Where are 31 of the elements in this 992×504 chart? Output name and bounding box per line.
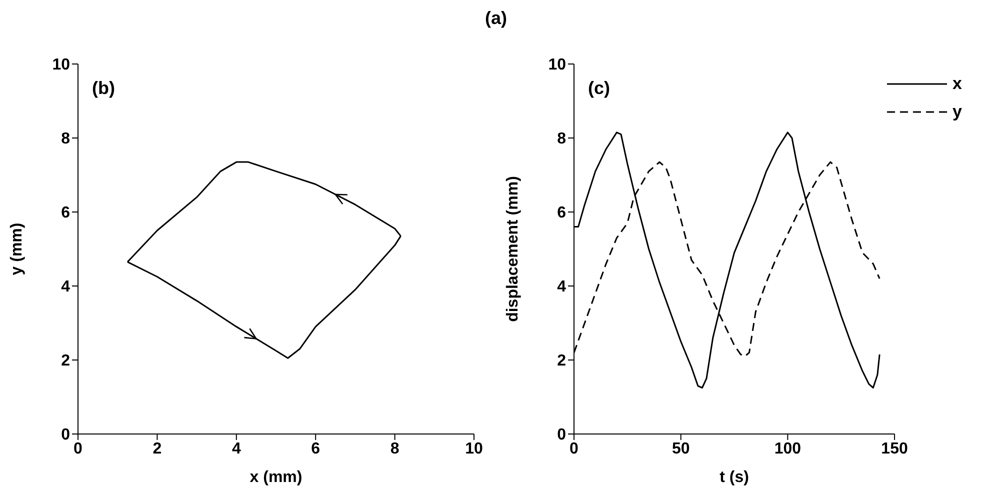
x-axis-title: x (mm)	[250, 469, 302, 486]
x-tick-label: 0	[74, 440, 83, 458]
y-tick-label: 4	[61, 278, 70, 296]
x-tick-label: 150	[881, 440, 908, 458]
x-tick-label: 6	[311, 440, 320, 458]
y-tick-label: 0	[557, 426, 566, 444]
annotation: (b)	[92, 78, 115, 99]
x-tick-label: 10	[465, 440, 483, 458]
y-axis-title: y (mm)	[8, 222, 26, 276]
chart-title: (a)	[484, 8, 508, 29]
y-tick-label: 10	[52, 56, 70, 74]
x-tick-label: 8	[390, 440, 400, 458]
x-tick-label: 100	[774, 440, 802, 458]
y-tick-label: 10	[548, 56, 566, 74]
legend-label: x	[952, 74, 962, 94]
x-tick-label: 0	[570, 440, 579, 458]
y-tick-label: 8	[61, 130, 70, 148]
x-tick-label: 4	[232, 440, 241, 458]
legend-label: y	[952, 102, 962, 122]
y-tick-label: 0	[61, 426, 70, 444]
annotation: (c)	[588, 78, 610, 99]
y-tick-label: 6	[61, 204, 70, 222]
y-tick-label: 4	[557, 278, 566, 296]
y-tick-label: 2	[61, 352, 70, 370]
y-tick-label: 2	[557, 352, 566, 370]
x-tick-label: 50	[672, 440, 690, 458]
x-tick-label: 2	[152, 440, 162, 458]
y-axis-title: displacement (mm)	[504, 176, 522, 322]
y-tick-label: 8	[557, 130, 566, 148]
x-axis-title: t (s)	[720, 469, 749, 486]
y-tick-label: 6	[557, 204, 566, 222]
